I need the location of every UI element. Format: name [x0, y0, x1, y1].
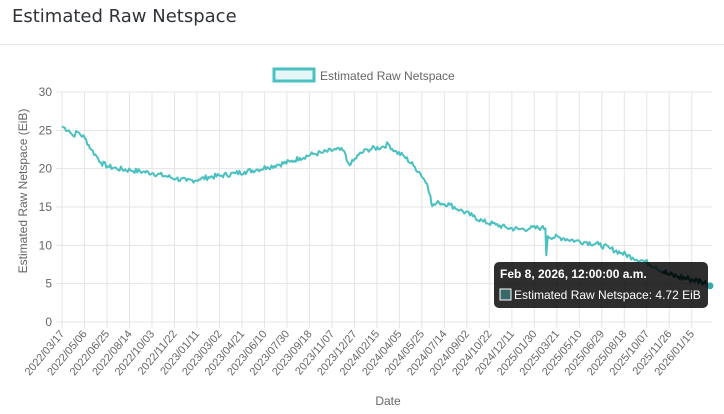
y-tick-label: 30: [39, 85, 53, 99]
series-line[interactable]: [61, 125, 713, 289]
tooltip: Feb 8, 2026, 12:00:00 a.m. Estimated Raw…: [494, 262, 708, 308]
y-tick-label: 15: [39, 200, 53, 214]
divider: [0, 44, 724, 45]
y-tick-label: 10: [39, 238, 53, 252]
legend-swatch[interactable]: [272, 67, 316, 83]
y-axis-title: Estimated Raw Netspace (EiB): [16, 109, 30, 274]
y-tick-label: 0: [45, 315, 52, 329]
y-tick-label: 20: [39, 162, 53, 176]
y-tick-label: 25: [39, 123, 53, 137]
x-axis-title: Date: [375, 394, 401, 408]
y-axis-ticks: 0 5 10 15 20 25 30: [39, 85, 53, 329]
y-tick-label: 5: [45, 277, 52, 291]
card-title: Estimated Raw Netspace: [12, 6, 237, 27]
legend[interactable]: Estimated Raw Netspace: [272, 67, 455, 83]
legend-label[interactable]: Estimated Raw Netspace: [320, 69, 455, 83]
tooltip-title: Feb 8, 2026, 12:00:00 a.m.: [500, 267, 647, 281]
tooltip-body: Estimated Raw Netspace: 4.72 EiB: [514, 288, 701, 302]
tooltip-box: [494, 262, 708, 308]
x-axis-ticks: 2022/03/172022/05/062022/06/252022/08/14…: [23, 328, 697, 378]
tooltip-swatch: [499, 288, 512, 301]
